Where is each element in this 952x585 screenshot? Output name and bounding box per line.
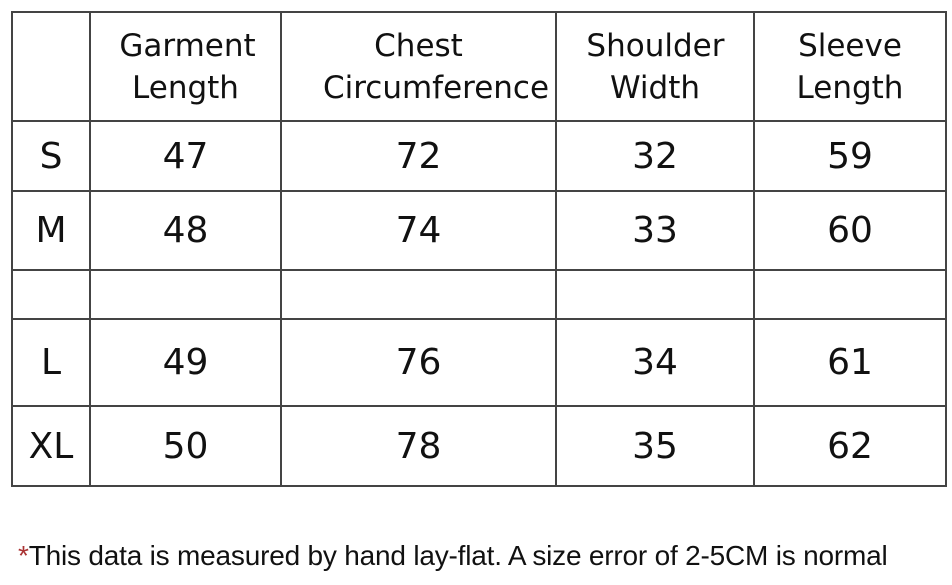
table-row	[11, 269, 947, 320]
header-cell: Chest Circumference	[280, 11, 557, 122]
value-cell: 50	[89, 405, 282, 487]
value-cell: 72	[280, 120, 557, 192]
value-cell: 34	[555, 318, 755, 407]
empty-cell	[280, 269, 557, 320]
value-cell: 74	[280, 190, 557, 271]
header-text: Shoulder Width	[586, 27, 725, 106]
value-cell: 49	[89, 318, 282, 407]
value-cell: 59	[753, 120, 947, 192]
header-cell: Shoulder Width	[555, 11, 755, 122]
size-cell: M	[11, 190, 91, 271]
table-row: M 48 74 33 60	[11, 190, 947, 271]
value-cell: 61	[753, 318, 947, 407]
footnote: *This data is measured by hand lay-flat.…	[18, 540, 888, 572]
value-cell: 47	[89, 120, 282, 192]
corner-cell	[11, 11, 91, 122]
empty-cell	[89, 269, 282, 320]
value-cell: 48	[89, 190, 282, 271]
header-text: Chest Circumference	[322, 27, 550, 106]
value-cell: 35	[555, 405, 755, 487]
value-cell: 33	[555, 190, 755, 271]
table-row: Garment Length Chest Circumference Shoulde…	[11, 11, 947, 122]
header-text: Sleeve Length	[796, 27, 904, 106]
table-row: L 49 76 34 61	[11, 318, 947, 407]
header-cell: Garment Length	[89, 11, 282, 122]
value-cell: 60	[753, 190, 947, 271]
value-cell: 78	[280, 405, 557, 487]
table-row: S 47 72 32 59	[11, 120, 947, 192]
size-cell: L	[11, 318, 91, 407]
value-cell: 62	[753, 405, 947, 487]
value-cell: 76	[280, 318, 557, 407]
size-table: Garment Length Chest Circumference Shoulde…	[11, 11, 947, 487]
note-mark: *	[18, 540, 29, 571]
size-cell: S	[11, 120, 91, 192]
header-cell: Sleeve Length	[753, 11, 947, 122]
empty-cell	[11, 269, 91, 320]
header-text: Garment Length	[119, 27, 256, 106]
table-row: XL 50 78 35 62	[11, 405, 947, 487]
size-cell: XL	[11, 405, 91, 487]
value-cell: 32	[555, 120, 755, 192]
note-text: This data is measured by hand lay-flat. …	[28, 540, 888, 571]
empty-cell	[753, 269, 947, 320]
empty-cell	[555, 269, 755, 320]
table-body: Garment Length Chest Circumference Shoulde…	[11, 11, 947, 487]
